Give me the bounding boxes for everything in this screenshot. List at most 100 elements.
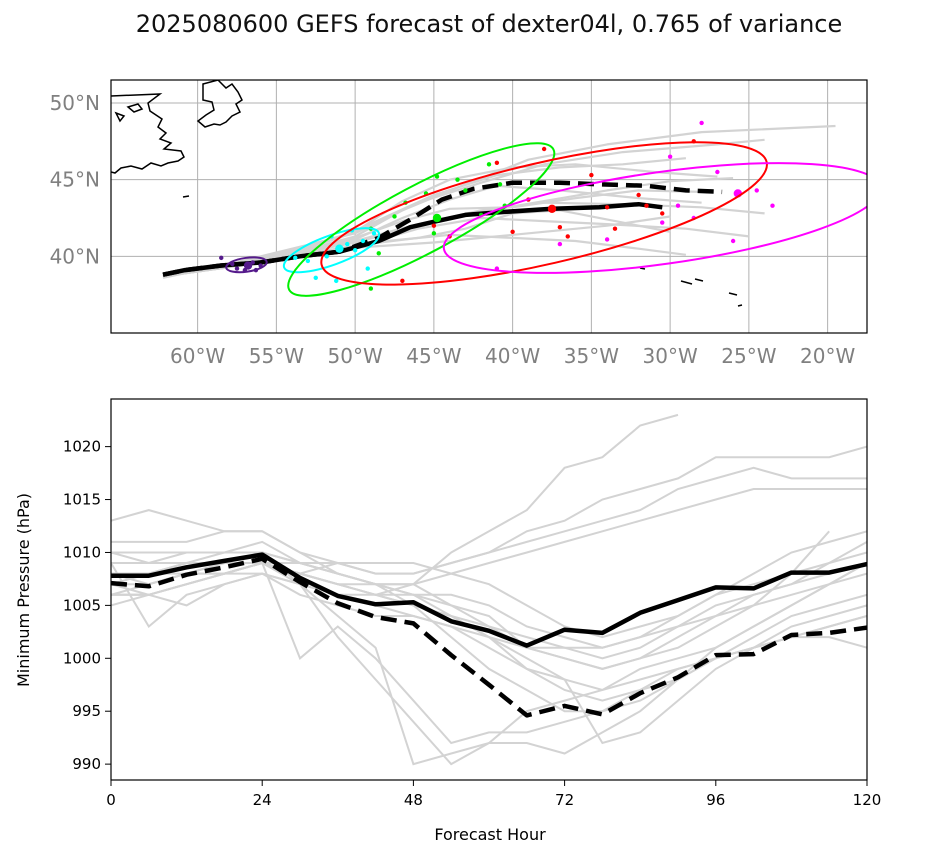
map-x-tick-label: 60°W [170, 344, 225, 368]
y-tick-label: 1010 [63, 543, 101, 561]
member-track [162, 189, 702, 278]
day4-member-point [557, 225, 563, 230]
day2-ellipse [282, 227, 381, 274]
day5-member-point [754, 188, 759, 193]
x-tick-label: 72 [555, 791, 574, 809]
y-tick-label: 1020 [63, 438, 101, 456]
map-x-tick-label: 45°W [406, 344, 461, 368]
map-y-tick-label: 45°N [50, 168, 100, 192]
day2-member-point [293, 255, 298, 261]
pressure-member-line [111, 466, 867, 575]
day2-member-point [371, 231, 377, 236]
day2-member-point [365, 266, 370, 271]
x-tick-label: 24 [253, 791, 272, 809]
day2-center-point [335, 244, 344, 253]
x-tick-label: 48 [404, 791, 423, 809]
track-map-panel: 60°W 55°W 50°W 45°W 40°W 35°W 30°W 25°W 20°W 40°N… [50, 79, 868, 368]
coastline-island-small-1 [126, 103, 144, 113]
day2-member-point [324, 254, 329, 259]
day3-member-point [486, 162, 492, 167]
day4-member-point [400, 278, 405, 284]
day3-member-point [376, 251, 381, 256]
day4-member-point [636, 192, 641, 198]
chart-title: 2025080600 GEFS forecast of dexter04l, 0… [135, 10, 843, 38]
day1-ellipse [225, 256, 268, 274]
day4-member-point [565, 234, 570, 239]
day4-member-point [644, 203, 649, 208]
day4-ellipse [320, 141, 768, 286]
day2-member-point [345, 241, 350, 247]
map-y-tick-label: 50°N [50, 91, 100, 115]
day2-member-point [352, 248, 358, 253]
pressure-member-line [111, 413, 679, 586]
day2-member-point [360, 238, 366, 244]
pressure-member-line [111, 488, 867, 586]
pressure-mean-dashed [111, 556, 867, 718]
coastline-north-america [111, 93, 185, 174]
day5-member-point [730, 238, 736, 244]
pressure-member-line [111, 551, 867, 713]
coastline-azores-1 [639, 267, 646, 270]
day4-member-point [510, 229, 515, 234]
day3-member-point [431, 231, 437, 236]
map-y-tick-label: 40°N [50, 244, 100, 268]
day5-member-point [770, 203, 775, 208]
day5-member-point [667, 154, 673, 159]
day4-member-point [589, 172, 594, 178]
day2-member-point [334, 278, 339, 284]
day3-member-point [463, 188, 468, 193]
day2-member-point [313, 275, 318, 280]
day5-member-point [699, 120, 704, 126]
pressure-mean-lines [111, 552, 867, 718]
day3-ellipse [287, 142, 556, 297]
day5-ellipse [442, 162, 867, 274]
pressure-mean-solid [111, 552, 867, 648]
map-gridlines [111, 80, 867, 333]
day1-center-point [243, 261, 253, 270]
y-tick-label: 995 [72, 702, 101, 720]
map-x-tick-label: 20°W [800, 344, 855, 368]
y-tick-label: 1000 [63, 649, 101, 667]
x-axis-label: Forecast Hour [434, 825, 546, 844]
day4-member-point [612, 226, 618, 231]
map-x-tick-label: 25°W [721, 344, 776, 368]
day4-center-point [547, 204, 557, 213]
day4-member-point [431, 223, 437, 228]
day4-member-point [604, 205, 610, 210]
pressure-member-line [111, 445, 867, 575]
pressure-frame [110, 398, 868, 781]
day3-member-point [392, 214, 397, 219]
map-frame [110, 79, 868, 334]
day5-member-point [660, 220, 665, 225]
day3-member-point [455, 177, 460, 182]
x-tick-label: 120 [853, 791, 882, 809]
day2-member-point [305, 258, 311, 264]
day4-member-point [660, 211, 665, 216]
uncertainty-ellipses [225, 141, 867, 297]
pressure-member-line [111, 572, 867, 692]
day4-member-point [541, 146, 547, 152]
member-tracks [162, 124, 836, 279]
day5-member-point [675, 203, 681, 208]
pressure-tick-labels: 0 24 48 72 96 120 990 995 1000 1005 1010 1015 1020 [63, 438, 882, 809]
day3-member-point [368, 286, 374, 291]
y-tick-label: 1015 [63, 491, 101, 509]
coastline [111, 80, 743, 307]
x-tick-label: 96 [706, 791, 725, 809]
day5-member-point [715, 169, 720, 175]
map-x-tick-label: 35°W [564, 344, 619, 368]
coastline-azores-3 [728, 292, 743, 307]
y-tick-label: 1005 [63, 596, 101, 614]
coastline-island-small-2 [114, 111, 126, 123]
day5-member-point [557, 241, 563, 247]
coastline-newfoundland [196, 80, 243, 128]
map-x-tick-label: 50°W [328, 344, 383, 368]
day1-member-point [219, 255, 224, 261]
pressure-member-line [111, 562, 867, 649]
day1-member-point [234, 266, 240, 271]
mean-track-dashed [162, 180, 723, 277]
map-tick-labels: 60°W 55°W 50°W 45°W 40°W 35°W 30°W 25°W 20°W 40°N… [50, 91, 856, 368]
pressure-panel: 0 24 48 72 96 120 990 995 1000 1005 1010 1015 1020 F… [14, 398, 882, 844]
y-axis-label: Minimum Pressure (hPa) [14, 493, 33, 687]
